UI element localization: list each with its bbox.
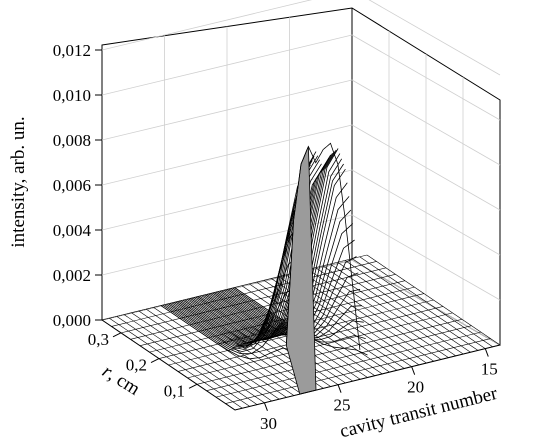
- floor-line-r: [196, 318, 463, 385]
- x-tick-label: 30: [260, 414, 277, 433]
- surface-ridge: [162, 304, 296, 355]
- r-tick-label: 0,2: [126, 356, 147, 375]
- intensity-surface: [160, 142, 368, 395]
- surface-ridge: [166, 256, 300, 350]
- surface-ridge: [171, 196, 306, 346]
- x-tick-label: 20: [407, 378, 424, 397]
- x-tick-label: 15: [481, 360, 498, 379]
- z-tick-label: 0,004: [53, 221, 92, 240]
- r-axis-ticks: 0,3 0,2 0,1: [88, 330, 198, 400]
- z-gridline-right: [368, 0, 501, 76]
- z-tick-label: 0,006: [53, 176, 91, 195]
- surface-ridge: [201, 151, 335, 338]
- x-tick-mark: [484, 348, 489, 357]
- z-tick-label: 0,002: [53, 266, 91, 285]
- x-tick-mark: [337, 384, 342, 393]
- z-axis-label: intensity, arb. un.: [8, 116, 29, 247]
- floor-line-r: [206, 325, 472, 392]
- surface-ridge: [160, 305, 294, 360]
- z-tick-label: 0,012: [53, 41, 91, 60]
- r-tick-label: 0,1: [164, 381, 185, 400]
- z-gridline: [101, 0, 313, 51]
- surface-ridge: [168, 224, 302, 348]
- floor-line-r: [225, 338, 491, 404]
- r-tick-mark: [188, 383, 198, 389]
- z-axis-ticks: 0,000 0,002 0,004 0,006 0,008 0,010 0,012: [53, 41, 102, 330]
- x-axis-ticks: 15 20 25 30: [260, 348, 498, 433]
- surface-ridge: [169, 210, 304, 347]
- r-tick-mark: [150, 358, 160, 364]
- z-tick-label: 0,010: [53, 86, 91, 105]
- r-tick-mark: [112, 332, 122, 338]
- z-gridlines: [101, 0, 501, 346]
- surface-crest: [285, 142, 361, 350]
- floor-line-r: [187, 312, 453, 379]
- z-tick-label: 0,008: [53, 131, 91, 150]
- x-tick-label: 25: [334, 396, 351, 415]
- r-tick-label: 0,3: [88, 330, 109, 349]
- x-tick-mark: [263, 402, 268, 411]
- x-tick-mark: [411, 366, 416, 375]
- surface-ridge: [164, 287, 298, 353]
- z-tick-label: 0,000: [53, 311, 91, 330]
- floor-line-r: [215, 331, 482, 398]
